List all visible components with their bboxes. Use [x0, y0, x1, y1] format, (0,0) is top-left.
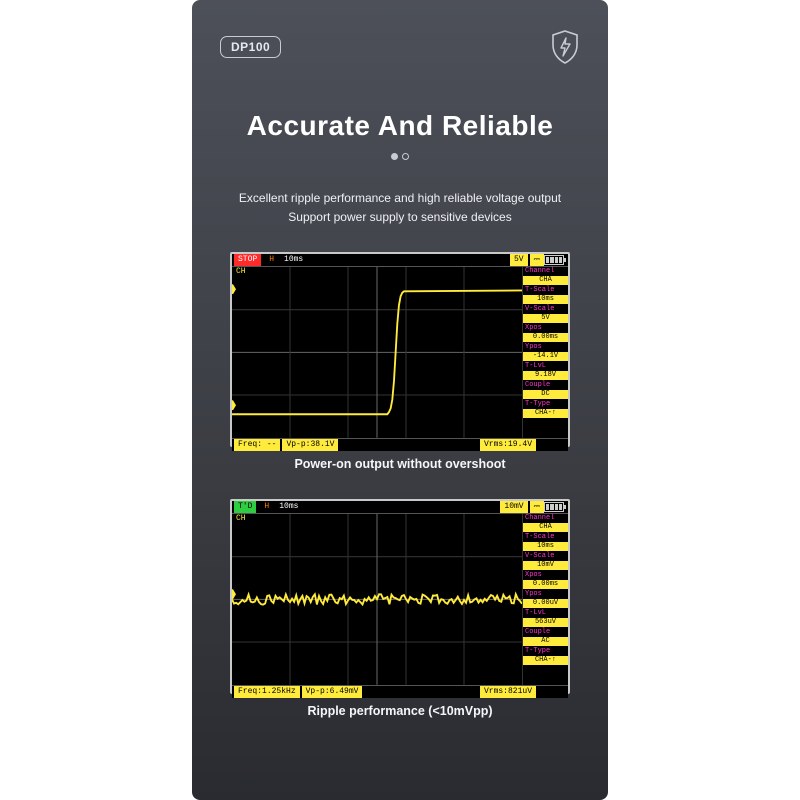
- scope-timebase: 10ms: [275, 501, 302, 513]
- scope-freq: Freq: --: [234, 439, 280, 451]
- oscilloscope-screen: T'D H 10ms 10mV ⎓ CH: [230, 499, 570, 694]
- header-row: DP100: [192, 30, 608, 64]
- scope-plot: CH: [232, 514, 522, 685]
- scope-side-panel: ChannelCHAT-Scale10msV-Scale10mVXpos0.00…: [522, 514, 568, 685]
- oscilloscope-screen: STOP H 10ms 5V ⎓ CH: [230, 252, 570, 447]
- scope-status: STOP: [234, 254, 261, 266]
- scope-plot: CH: [232, 267, 522, 438]
- page-title: Accurate And Reliable: [192, 110, 608, 142]
- scope-aux: ⎓: [530, 501, 544, 513]
- scope-bottom-bar: Freq:1.25kHz Vp-p:6.49mV Vrms:821uV: [232, 685, 568, 698]
- scope-2: T'D H 10ms 10mV ⎓ CH: [230, 499, 570, 718]
- product-card: DP100 Accurate And Reliable Excellent ri…: [192, 0, 608, 800]
- scope-h-label: H: [260, 501, 273, 513]
- scope-top-bar: STOP H 10ms 5V ⎓: [232, 254, 568, 267]
- subtitle: Excellent ripple performance and high re…: [192, 189, 608, 226]
- scope-vdiv: 5V: [510, 254, 528, 266]
- scope-timebase: 10ms: [280, 254, 307, 266]
- scope-vpp: Vp-p:6.49mV: [302, 686, 363, 698]
- scope-vpp: Vp-p:38.1V: [282, 439, 338, 451]
- scope-vdiv: 10mV: [500, 501, 527, 513]
- scope-vrms: Vrms:19.4V: [480, 439, 536, 451]
- subtitle-line: Support power supply to sensitive device…: [192, 208, 608, 227]
- scope-h-label: H: [265, 254, 278, 266]
- scope-status: T'D: [234, 501, 256, 513]
- battery-icon: [544, 255, 564, 265]
- scope-caption: Power-on output without overshoot: [230, 457, 570, 471]
- product-badge: DP100: [220, 36, 281, 58]
- scope-freq: Freq:1.25kHz: [234, 686, 300, 698]
- scope-grid: [232, 267, 522, 438]
- scope-ch-indicator: CH: [236, 267, 246, 276]
- subtitle-line: Excellent ripple performance and high re…: [192, 189, 608, 208]
- scope-bottom-bar: Freq: -- Vp-p:38.1V Vrms:19.4V: [232, 438, 568, 451]
- scope-caption: Ripple performance (<10mVpp): [230, 704, 570, 718]
- scope-body: CH ChannelCHAT-Scale10msV-Scale10mVXpos0…: [232, 514, 568, 685]
- shield-bolt-icon: [550, 30, 580, 64]
- scope-ch-indicator: CH: [236, 514, 246, 523]
- scope-aux: ⎓: [530, 254, 544, 266]
- scope-side-panel: ChannelCHAT-Scale10msV-Scale5VXpos0.00ms…: [522, 267, 568, 438]
- scope-body: CH ChannelCHAT-Scale10msV-Scale5VXpos0.0…: [232, 267, 568, 438]
- scope-top-bar: T'D H 10ms 10mV ⎓: [232, 501, 568, 514]
- pager-dots: [192, 152, 608, 163]
- scope-1: STOP H 10ms 5V ⎓ CH: [230, 252, 570, 471]
- battery-icon: [544, 502, 564, 512]
- scope-vrms: Vrms:821uV: [480, 686, 536, 698]
